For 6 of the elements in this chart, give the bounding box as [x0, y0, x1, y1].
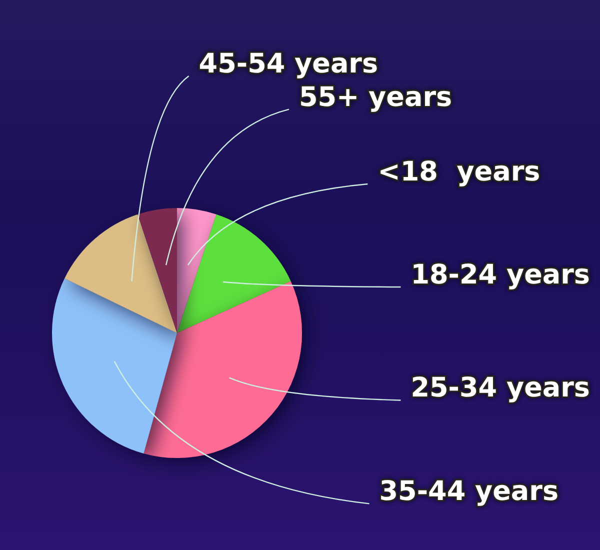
slice-label: <18 years — [378, 156, 540, 188]
slice-label: 45-54 years — [198, 48, 378, 80]
slice-label: 55+ years — [298, 82, 452, 113]
slice-label: 35-44 years — [379, 476, 559, 508]
slice-label: 18-24 years — [410, 260, 590, 291]
slice-label: 25-34 years — [410, 372, 590, 404]
